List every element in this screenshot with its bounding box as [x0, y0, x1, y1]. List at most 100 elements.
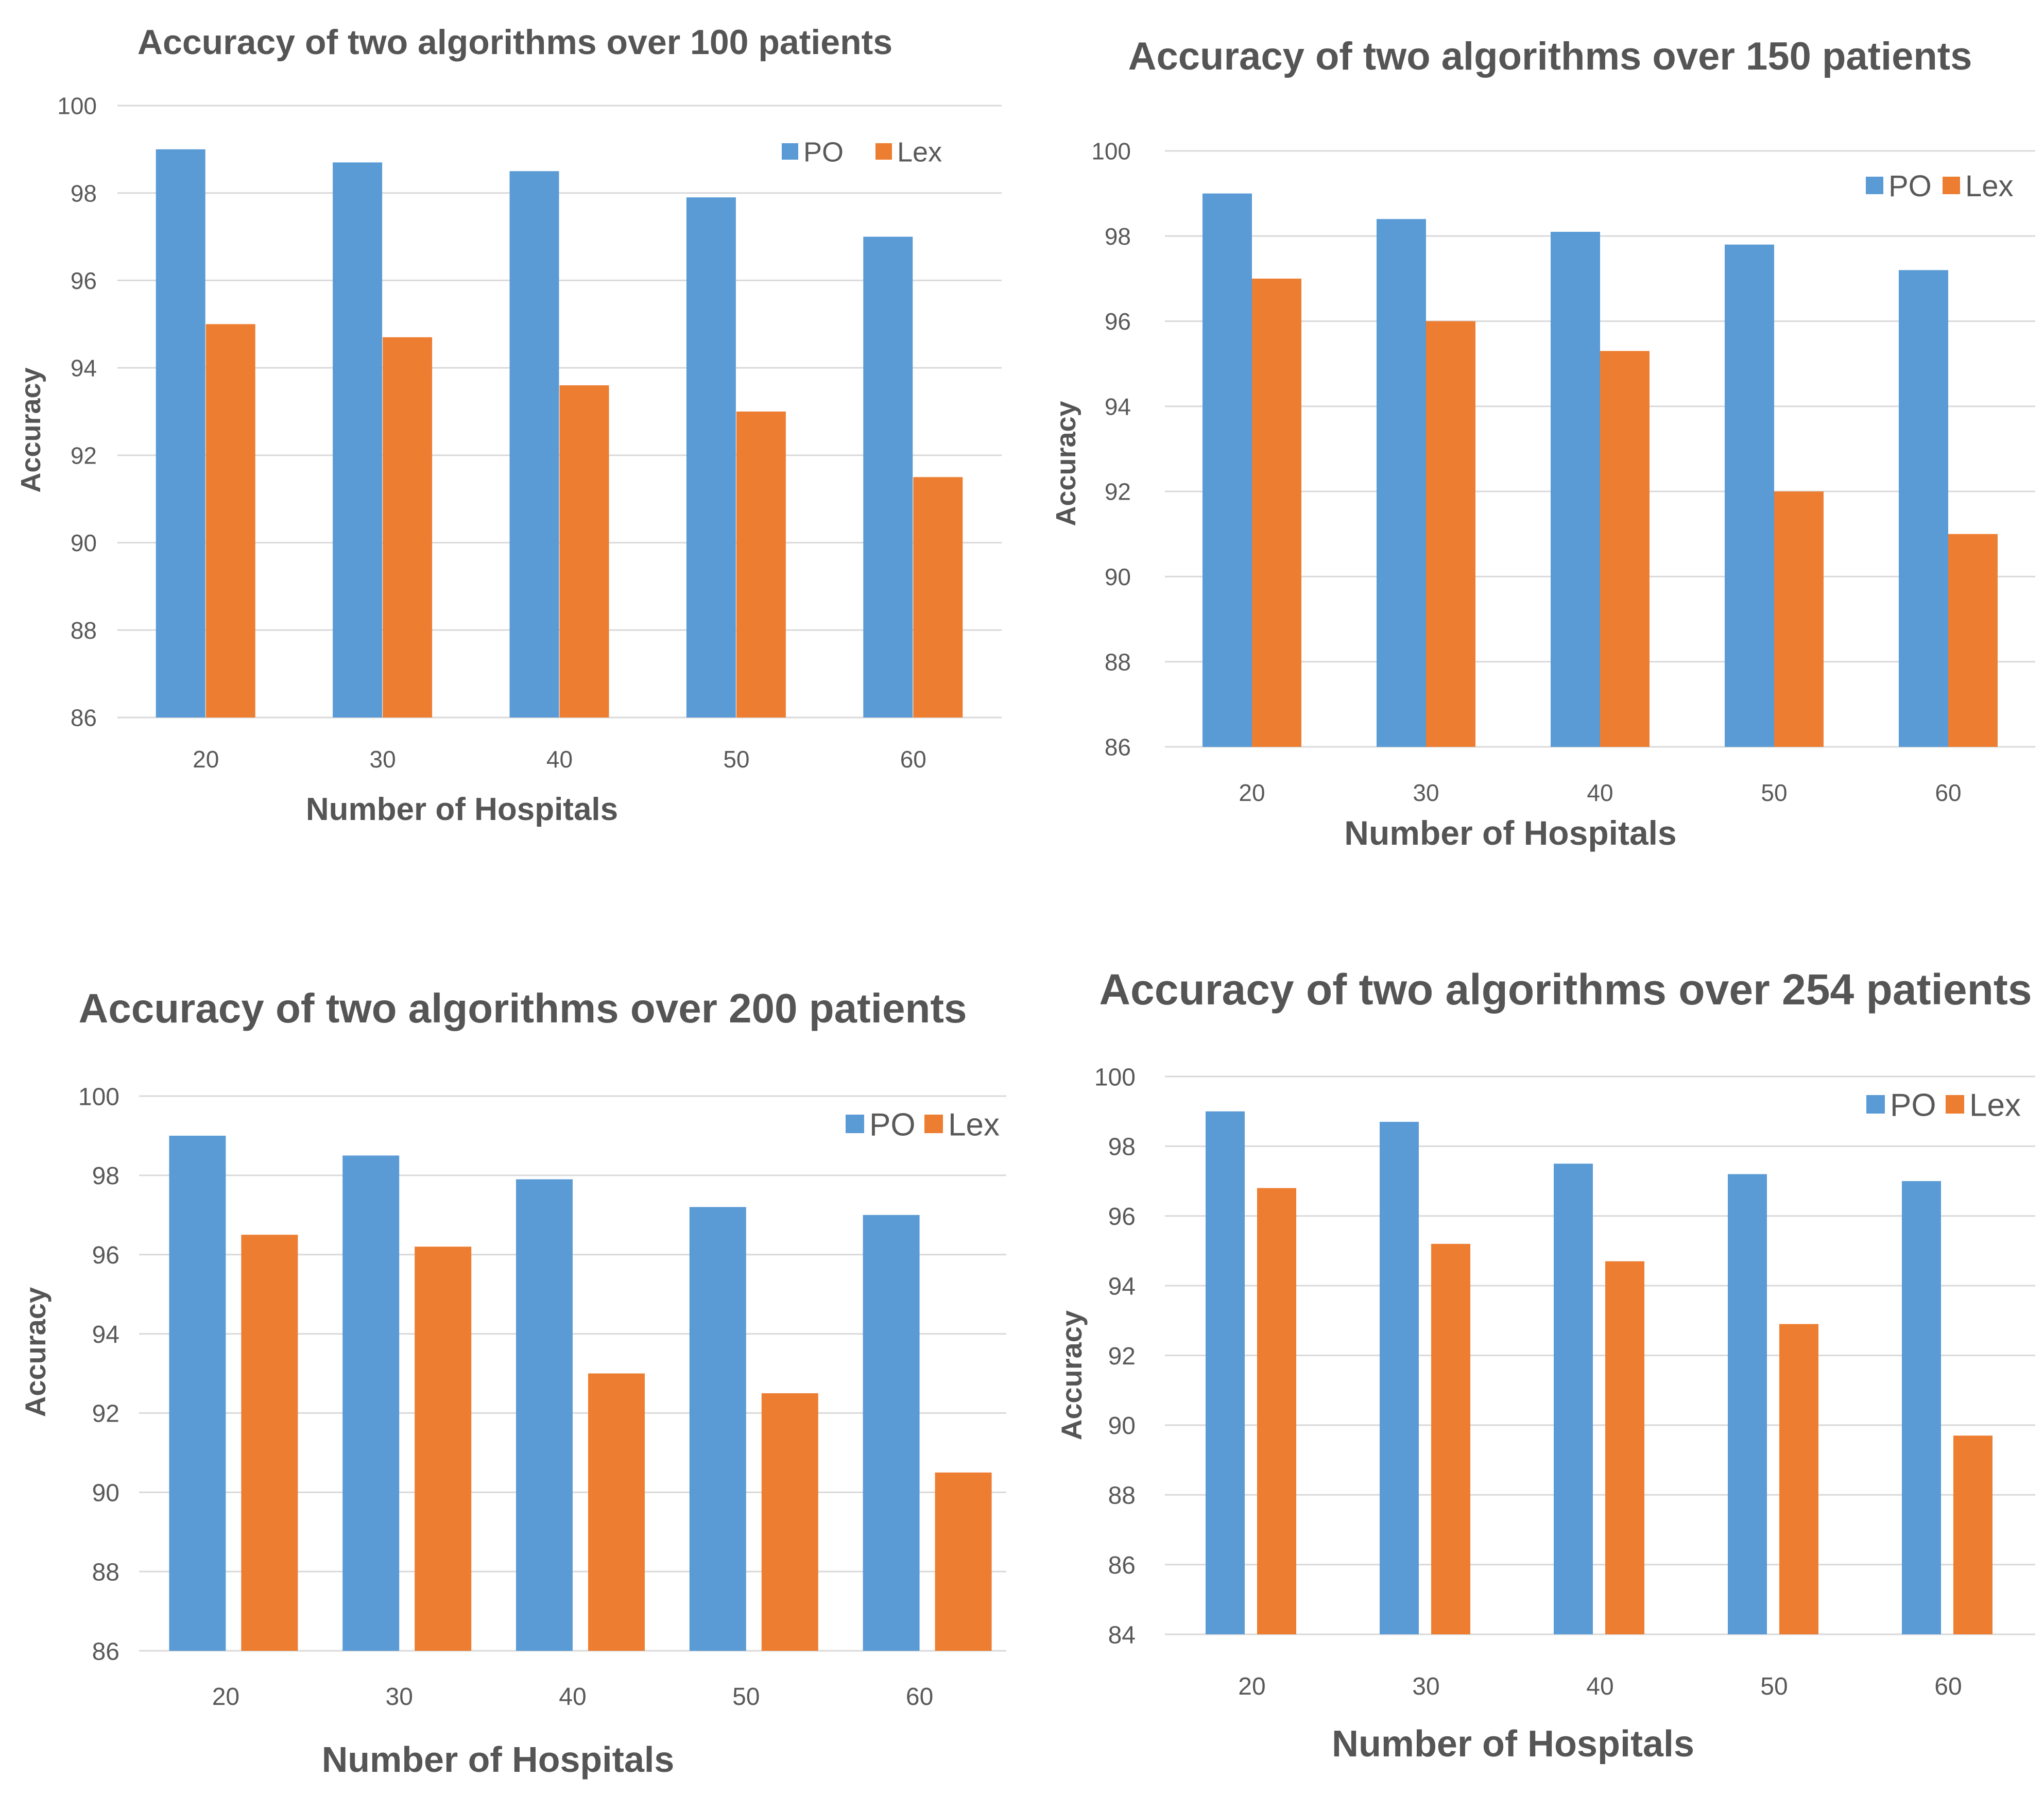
legend-swatch-lex: [1943, 177, 1960, 194]
bar-po-20: [1203, 193, 1252, 747]
legend-swatch-po: [1866, 177, 1883, 194]
x-tick-label: 40: [559, 1683, 586, 1711]
bar-lex-20: [241, 1235, 298, 1651]
x-tick-label: 50: [732, 1683, 760, 1711]
y-tick-label: 96: [1108, 1203, 1136, 1231]
x-tick-label: 50: [1760, 1673, 1788, 1700]
legend-label-lex: Lex: [948, 1107, 1000, 1142]
y-tick-label: 94: [1105, 393, 1131, 420]
bar-lex-20: [1257, 1188, 1296, 1634]
y-tick-label: 92: [1105, 479, 1131, 505]
chart-title: Accuracy of two algorithms over 200 pati…: [79, 985, 967, 1031]
bar-po-30: [333, 162, 383, 717]
chart-title: Accuracy of two algorithms over 150 pati…: [1128, 35, 1972, 78]
bar-lex-40: [559, 385, 609, 717]
bar-po-60: [863, 236, 913, 718]
bar-lex-20: [1252, 278, 1301, 747]
y-axis-title: Accuracy: [19, 1287, 51, 1417]
bar-lex-30: [1431, 1243, 1470, 1634]
legend: PO Lex: [1866, 169, 2014, 203]
legend-swatch-lex: [924, 1115, 943, 1133]
bar-po-20: [169, 1135, 226, 1651]
y-tick-label: 84: [1108, 1621, 1136, 1649]
y-tick-label: 86: [92, 1638, 119, 1665]
y-tick-label: 98: [1105, 223, 1131, 250]
x-tick-label: 20: [1238, 1673, 1265, 1700]
y-tick-label: 94: [71, 355, 97, 382]
legend-label-lex: Lex: [1965, 169, 2014, 203]
bar-po-50: [1728, 1174, 1767, 1634]
bar-po-60: [1902, 1181, 1941, 1634]
y-tick-label: 90: [1108, 1412, 1136, 1440]
bar-lex-60: [1948, 534, 1998, 747]
y-tick-label: 98: [92, 1163, 119, 1190]
y-tick-label: 94: [92, 1321, 119, 1348]
y-tick-label: 86: [1105, 734, 1131, 761]
bar-po-40: [509, 171, 559, 718]
y-tick-label: 96: [92, 1242, 119, 1269]
legend-swatch-po: [1866, 1095, 1885, 1114]
y-tick-label: 100: [57, 93, 97, 119]
bar-lex-50: [736, 412, 786, 717]
y-tick-label: 90: [92, 1480, 119, 1507]
bar-lex-50: [761, 1393, 818, 1651]
bar-po-30: [342, 1155, 400, 1651]
chart-title: Accuracy of two algorithms over 100 pati…: [138, 23, 892, 62]
bar-lex-60: [1953, 1436, 1993, 1634]
legend-label-po: PO: [803, 136, 844, 167]
bar-lex-30: [383, 337, 433, 717]
x-tick-label: 40: [1587, 779, 1613, 806]
bar-po-60: [863, 1215, 920, 1651]
y-tick-label: 100: [1094, 1064, 1136, 1091]
x-tick-label: 60: [1935, 779, 1961, 806]
y-tick-label: 86: [71, 705, 97, 731]
x-tick-label: 40: [546, 746, 573, 773]
bar-lex-60: [913, 477, 963, 717]
y-tick-label: 94: [1108, 1273, 1136, 1300]
bar-lex-30: [415, 1246, 472, 1651]
bar-po-30: [1380, 1121, 1419, 1634]
bar-po-50: [686, 197, 736, 717]
y-tick-label: 90: [71, 529, 97, 556]
legend: PO Lex: [782, 136, 942, 167]
x-tick-label: 50: [723, 746, 749, 773]
bar-po-40: [1551, 232, 1600, 747]
x-tick-label: 20: [1239, 779, 1265, 806]
y-tick-label: 88: [92, 1559, 119, 1586]
bar-lex-40: [588, 1373, 645, 1651]
y-tick-label: 88: [71, 617, 97, 644]
bar-po-50: [689, 1207, 746, 1651]
legend: PO Lex: [1866, 1087, 2021, 1123]
chart-panel-2: Accuracy of two algorithms over 150 pati…: [1051, 35, 2035, 852]
legend-swatch-po: [846, 1115, 864, 1133]
legend-swatch-lex: [1946, 1095, 1964, 1114]
bar-po-60: [1899, 270, 1948, 747]
legend-swatch-po: [782, 143, 798, 160]
bar-po-40: [516, 1179, 573, 1651]
chart-title: Accuracy of two algorithms over 254 pati…: [1099, 965, 2032, 1014]
y-tick-label: 100: [78, 1083, 119, 1110]
bar-po-20: [1206, 1111, 1245, 1634]
legend-label-po: PO: [1890, 1087, 1936, 1123]
y-tick-label: 100: [1091, 138, 1131, 165]
bar-po-50: [1725, 244, 1774, 747]
y-tick-label: 92: [71, 442, 97, 469]
y-tick-label: 92: [92, 1400, 119, 1428]
chart-panel-4: Accuracy of two algorithms over 254 pati…: [1055, 965, 2035, 1765]
legend-label-po: PO: [869, 1107, 916, 1142]
x-axis-title: Number of Hospitals: [322, 1739, 675, 1780]
y-axis-title: Accuracy: [1051, 401, 1081, 526]
bar-lex-50: [1774, 491, 1824, 747]
bar-lex-30: [1426, 321, 1475, 747]
legend-label-lex: Lex: [897, 136, 942, 167]
y-tick-label: 96: [71, 267, 97, 294]
bar-po-40: [1554, 1164, 1593, 1634]
y-tick-label: 90: [1105, 563, 1131, 590]
y-tick-label: 88: [1108, 1482, 1136, 1510]
x-tick-label: 60: [1934, 1673, 1962, 1700]
x-tick-label: 60: [900, 746, 926, 773]
x-tick-label: 30: [1413, 779, 1439, 806]
x-tick-label: 30: [370, 746, 396, 773]
bar-lex-50: [1779, 1324, 1818, 1634]
